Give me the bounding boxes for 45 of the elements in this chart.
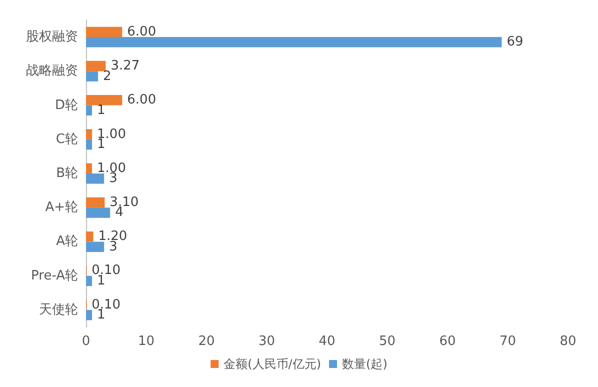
bar [86,37,502,48]
x-tick-label: 80 [560,334,576,349]
bar [86,95,122,106]
x-tick-label: 30 [258,334,276,349]
data-label: 6.00 [127,24,156,40]
bar [86,26,122,38]
bar [86,105,92,116]
data-label: 3.27 [110,58,140,74]
bar [86,276,92,286]
data-label: 1 [97,308,106,323]
legend-label: 金额(人民币/亿元) [224,357,322,371]
bar [86,197,105,208]
x-tick-label: 10 [138,334,155,349]
y-tick-label: C轮 [56,132,78,147]
y-tick-label: B轮 [56,166,78,181]
bar [86,139,92,150]
y-tick-label: Pre-A轮 [31,268,78,284]
bar [86,242,104,252]
legend-label: 数量(起) [342,357,388,371]
y-tick-label: D轮 [54,98,78,113]
y-tick-label: A+轮 [45,200,78,216]
data-label: 1 [97,137,106,152]
x-tick-label: 40 [318,334,336,349]
bar [86,310,92,320]
data-label: 6.00 [127,92,156,108]
x-tick-label: 0 [82,334,90,349]
x-tick-label: 70 [499,334,516,349]
bar [86,163,92,174]
bar [86,231,94,242]
bar [86,174,104,184]
x-tick-label: 50 [378,334,396,349]
x-tick-label: 60 [439,334,456,349]
bar [86,71,98,82]
data-label: 1 [97,273,106,288]
y-tick-label: 股权融资 [26,30,78,45]
bar [86,208,110,218]
bar [86,60,106,72]
data-label: 2 [103,68,112,84]
bar [86,129,92,140]
y-tick-label: A轮 [56,234,78,250]
data-label: 1 [97,102,106,118]
data-label: 69 [506,34,524,50]
y-tick-label: 天使轮 [39,302,78,318]
x-tick-label: 20 [198,334,215,349]
y-tick-label: 战略融资 [26,64,78,79]
